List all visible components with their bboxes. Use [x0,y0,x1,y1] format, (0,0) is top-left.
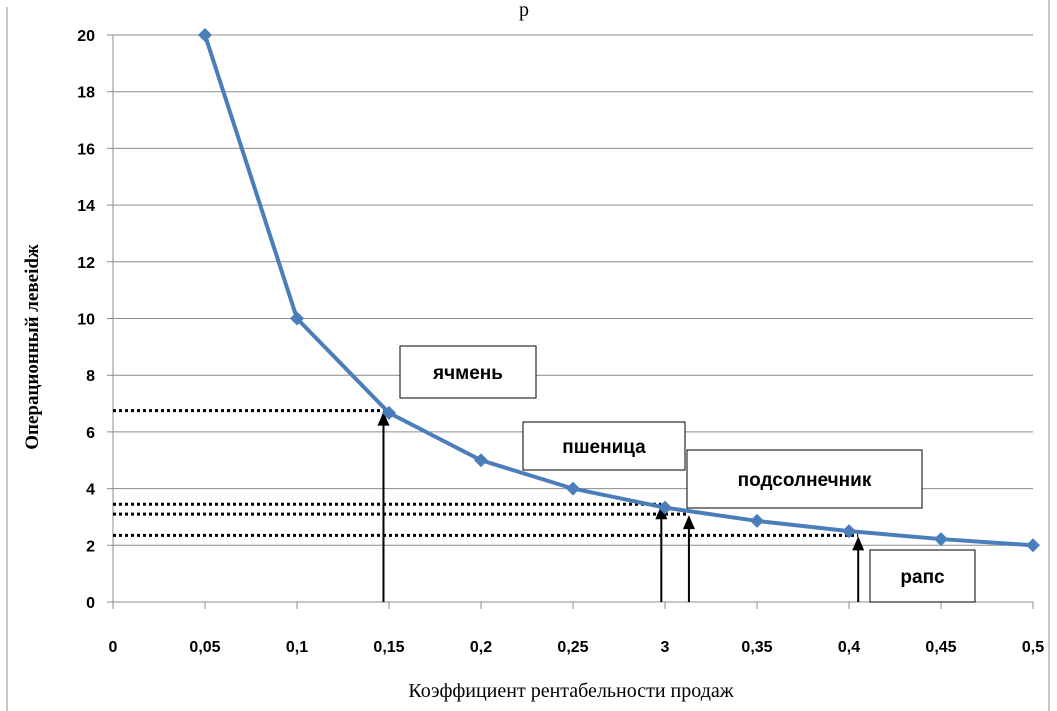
data-point-marker [198,28,212,42]
series-markers [198,28,1040,553]
x-axis [107,35,1034,609]
y-tick-label: 16 [77,141,95,158]
y-tick-label: 6 [86,425,95,442]
data-point-marker [566,481,580,496]
annotation-box [399,345,537,399]
data-point-marker [842,524,856,539]
annotation-label: ячмень [432,363,503,384]
x-axis-title: Коэффициент рентабельности продаж [408,680,733,702]
y-tick-label: 10 [77,312,95,329]
y-tick-label: 0 [86,595,95,612]
data-point-marker [658,500,672,515]
annotation-box [686,449,923,509]
x-tick-label: 0,1 [286,639,308,656]
x-tick-labels: 0 0,05 0,1 0,15 0,2 0,25 3 0,35 0,4 0,45 0,5 [109,639,1045,656]
y-tick-label: 8 [86,368,95,385]
x-tick-label: 3 [661,639,670,656]
reference-arrow-head [377,411,390,426]
x-tick-label: 0,45 [925,639,956,656]
x-tick-label: 0,4 [838,639,860,656]
y-axis-title: Операционный левеidж [22,244,43,450]
series-line [203,34,1034,548]
x-tick-label: 0,05 [189,639,220,656]
series-line-layer [203,34,1034,548]
x-tick-label: 0,35 [741,639,772,656]
reference-arrow-head [682,515,695,530]
reference-lines [113,409,865,602]
annotation-label: подсолнечник [738,470,872,491]
reference-arrow-head [852,536,865,551]
annotation-boxes: ячмень пшеница подсолнечник рапс [399,345,976,603]
y-tick-label: 18 [77,85,95,102]
y-tick-label: 2 [86,538,95,555]
annotation-label: пшеница [562,437,646,458]
data-point-marker [1026,538,1040,553]
y-tick-label: 12 [77,255,95,272]
data-point-marker [934,532,948,547]
y-tick-label: 20 [77,28,95,45]
data-point-marker [750,513,764,528]
annotation-box [522,421,686,471]
header-partial-text: р [519,0,529,21]
y-tick-label: 4 [86,482,95,499]
x-tick-label: 0,5 [1022,639,1044,656]
data-point-marker [382,405,396,420]
data-point-marker [474,453,488,468]
reference-arrow-head [655,505,668,520]
x-tick-label: 0,2 [470,639,492,656]
y-tick-labels: 0 2 4 6 8 10 12 14 16 18 20 [77,28,95,612]
x-tick-label: 0,25 [557,639,588,656]
annotation-label: рапс [900,567,945,588]
x-tick-label: 0,15 [373,639,404,656]
y-tick-label: 14 [77,198,95,215]
x-tick-label: 0 [109,639,118,656]
annotation-box [869,549,976,603]
data-point-marker [290,311,304,326]
